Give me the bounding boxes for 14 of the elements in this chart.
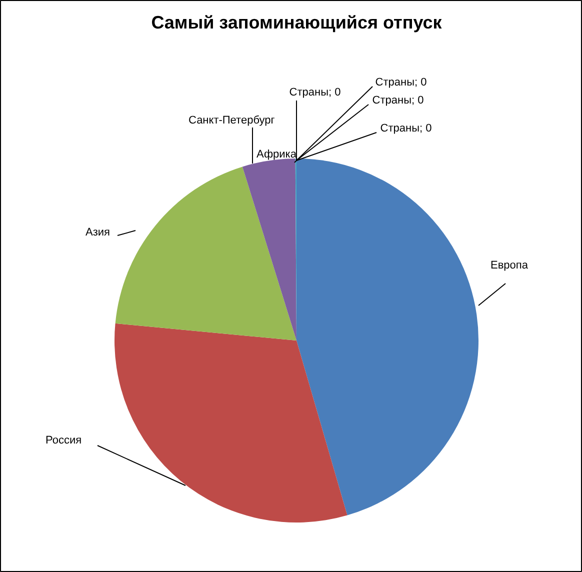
slice-label: Европа bbox=[490, 260, 529, 272]
slice-label: Санкт-Петербург bbox=[188, 114, 275, 126]
text: ; 0 bbox=[328, 86, 341, 98]
chart-title: Самый запоминающийся отпуск bbox=[151, 12, 443, 32]
category-label: Страны bbox=[375, 76, 415, 88]
category-label: Страны bbox=[372, 94, 412, 106]
category-label: Страны bbox=[289, 86, 329, 98]
slice-label: Азия bbox=[86, 226, 110, 238]
slice-label: Россия bbox=[46, 434, 82, 446]
slice-label: Африка bbox=[256, 148, 298, 160]
category-label: Страны bbox=[380, 122, 420, 134]
text: ; 0 bbox=[412, 94, 424, 106]
text: ; 0 bbox=[414, 76, 427, 88]
text: ; 0 bbox=[420, 122, 432, 134]
